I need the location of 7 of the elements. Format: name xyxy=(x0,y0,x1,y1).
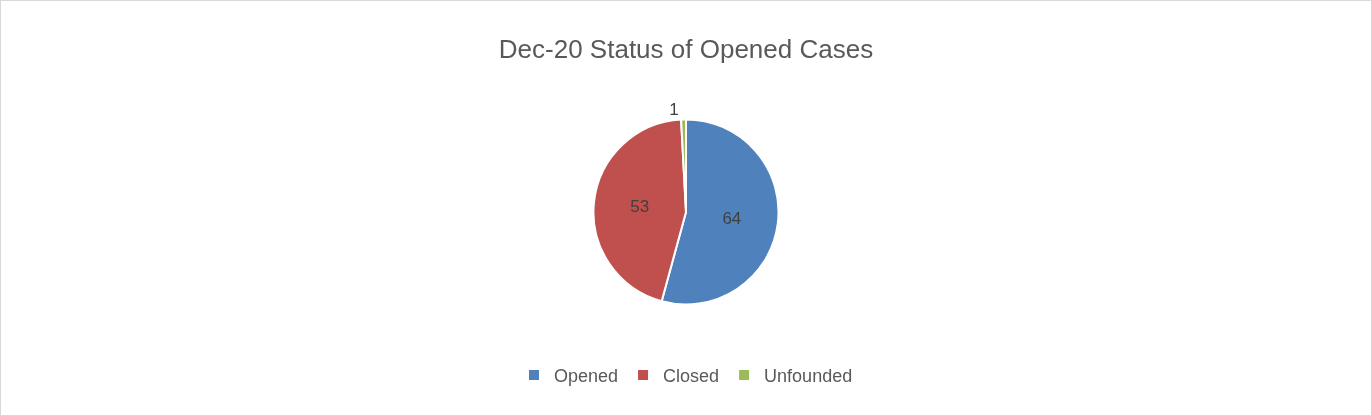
data-label: 53 xyxy=(630,197,650,217)
legend-label: Closed xyxy=(663,365,720,386)
data-label: 64 xyxy=(722,208,742,228)
legend-label: Unfounded xyxy=(764,365,853,386)
chart-title: Dec-20 Status of Opened Cases xyxy=(498,33,874,64)
legend-label: Opened xyxy=(554,365,619,386)
data-label: 1 xyxy=(669,100,679,120)
